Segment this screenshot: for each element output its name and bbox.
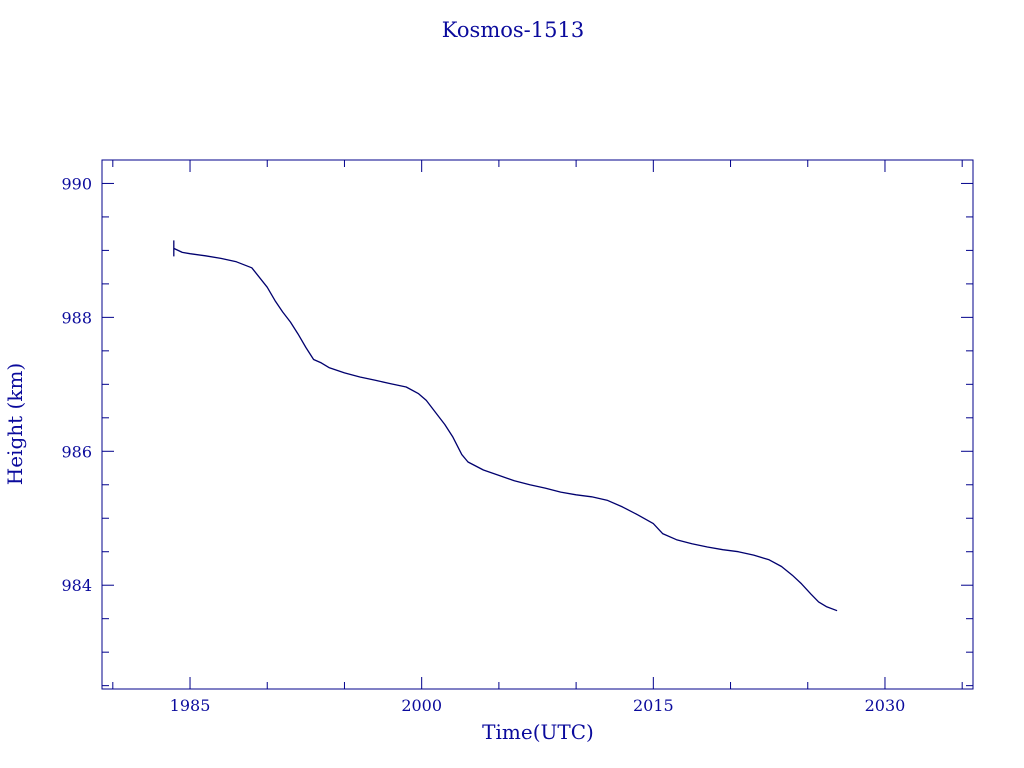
x-tick-label: 2015 <box>633 696 674 715</box>
y-tick-label: 990 <box>61 174 92 193</box>
x-axis-label: Time(UTC) <box>482 720 594 744</box>
axis-tick-labels: 1985 2000 2015 2030 984 986 988 990 <box>61 174 905 715</box>
axis-ticks <box>102 160 973 689</box>
series-group <box>173 240 838 612</box>
x-tick-label: 2030 <box>865 696 906 715</box>
series-line <box>173 247 838 612</box>
chart-title: Kosmos-1513 <box>442 18 584 42</box>
y-tick-label: 986 <box>61 442 92 461</box>
y-tick-label: 988 <box>61 308 92 327</box>
y-axis-label: Height (km) <box>3 363 27 485</box>
x-tick-label: 1985 <box>170 696 211 715</box>
x-tick-label: 2000 <box>401 696 442 715</box>
plot-frame <box>101 159 974 690</box>
y-tick-label: 984 <box>61 576 92 595</box>
